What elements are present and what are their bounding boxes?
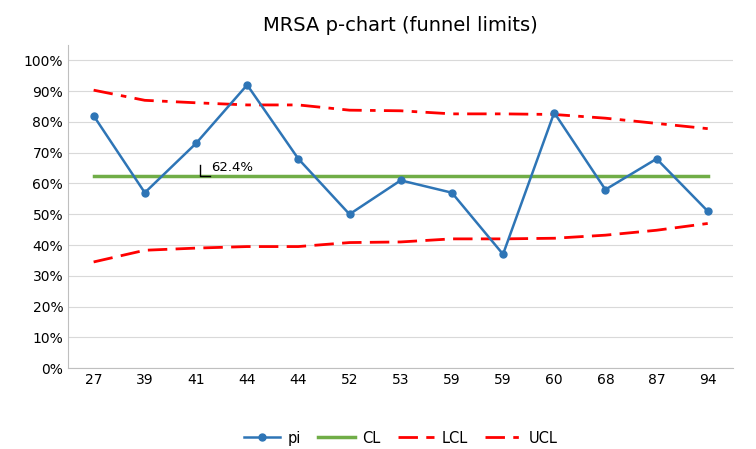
pi — [448, 190, 457, 195]
Line: LCL: LCL — [94, 224, 708, 262]
CL — [89, 173, 98, 179]
pi — [243, 82, 252, 88]
pi — [89, 113, 98, 119]
pi — [294, 156, 303, 162]
Text: 62.4%: 62.4% — [212, 161, 253, 174]
LCL — [294, 244, 303, 249]
CL — [448, 173, 457, 179]
pi — [191, 141, 200, 146]
LCL — [448, 236, 457, 242]
LCL — [652, 228, 661, 233]
CL — [652, 173, 661, 179]
LCL — [345, 240, 354, 245]
pi — [396, 178, 405, 183]
pi — [703, 208, 712, 214]
UCL — [141, 97, 150, 103]
UCL — [396, 108, 405, 114]
LCL — [89, 259, 98, 264]
UCL — [345, 107, 354, 113]
CL — [601, 173, 610, 179]
Line: UCL: UCL — [94, 90, 708, 129]
pi — [345, 211, 354, 217]
CL — [141, 173, 150, 179]
Line: pi: pi — [90, 81, 711, 258]
UCL — [89, 88, 98, 93]
LCL — [141, 247, 150, 253]
CL — [703, 173, 712, 179]
UCL — [498, 111, 507, 117]
CL — [345, 173, 354, 179]
CL — [191, 173, 200, 179]
UCL — [448, 111, 457, 117]
pi — [550, 110, 559, 115]
UCL — [550, 112, 559, 117]
LCL — [191, 246, 200, 251]
LCL — [243, 244, 252, 249]
UCL — [191, 100, 200, 106]
CL — [243, 173, 252, 179]
pi — [652, 156, 661, 162]
pi — [498, 251, 507, 257]
LCL — [703, 221, 712, 226]
Legend: pi, CL, LCL, UCL: pi, CL, LCL, UCL — [237, 425, 564, 449]
CL — [550, 173, 559, 179]
CL — [294, 173, 303, 179]
LCL — [601, 233, 610, 238]
CL — [396, 173, 405, 179]
UCL — [294, 102, 303, 108]
Title: MRSA p-chart (funnel limits): MRSA p-chart (funnel limits) — [263, 16, 538, 35]
CL — [498, 173, 507, 179]
UCL — [652, 121, 661, 126]
UCL — [243, 102, 252, 108]
LCL — [550, 236, 559, 241]
LCL — [396, 239, 405, 245]
pi — [141, 190, 150, 195]
LCL — [498, 236, 507, 242]
UCL — [601, 115, 610, 121]
pi — [601, 187, 610, 192]
UCL — [703, 126, 712, 132]
